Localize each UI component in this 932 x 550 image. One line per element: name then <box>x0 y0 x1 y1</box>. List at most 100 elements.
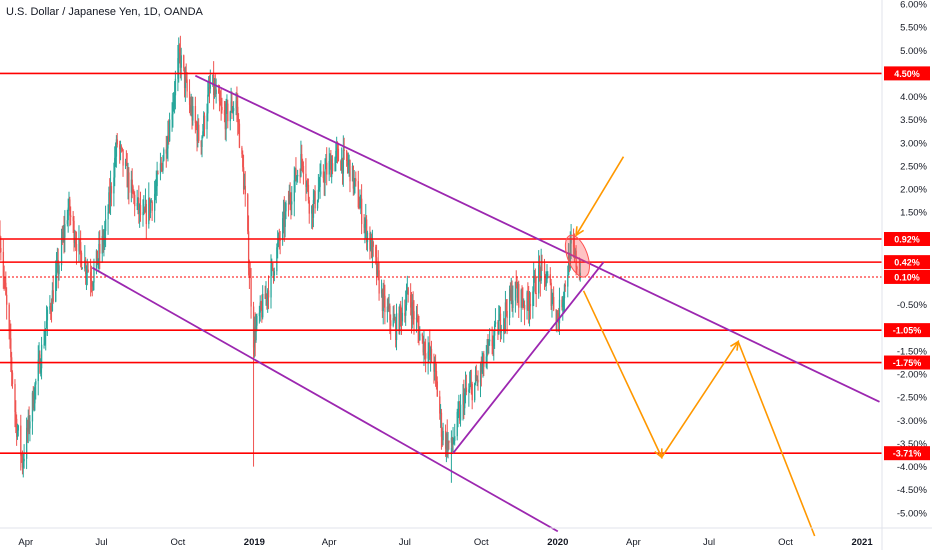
candle <box>424 341 426 360</box>
candle-body <box>387 306 389 309</box>
candle <box>267 288 269 313</box>
candle-body <box>151 201 153 211</box>
candle <box>406 275 409 295</box>
candle-body <box>39 354 41 373</box>
candle-body <box>464 393 466 409</box>
candle <box>16 414 18 446</box>
candle <box>446 419 448 458</box>
candle-body <box>35 380 37 385</box>
candle <box>400 300 402 327</box>
candle <box>262 285 264 320</box>
candle-body <box>470 383 473 385</box>
candle <box>114 142 117 167</box>
candle <box>463 379 465 419</box>
candle <box>312 189 315 228</box>
candle-body <box>371 241 374 258</box>
candle <box>476 375 478 387</box>
candle-body <box>316 200 319 209</box>
candle-body <box>290 201 292 205</box>
candle <box>131 168 133 199</box>
candle <box>348 154 350 177</box>
candle-body <box>353 179 355 189</box>
candle <box>429 329 431 360</box>
candle <box>553 286 555 312</box>
candle <box>45 328 47 351</box>
candle <box>555 309 557 332</box>
candle-body <box>64 224 66 238</box>
candle <box>255 314 257 343</box>
candle <box>276 243 278 276</box>
candle-body <box>261 308 263 318</box>
candle-body <box>450 437 453 443</box>
candle-body <box>474 374 477 383</box>
candle-body <box>183 67 186 89</box>
candle-body <box>526 292 528 310</box>
candle-body <box>21 456 24 468</box>
candle <box>487 334 489 356</box>
candle-body <box>300 153 302 177</box>
candle <box>10 323 12 373</box>
candle <box>561 296 563 311</box>
candle-body <box>386 306 389 313</box>
candle-body <box>247 231 250 269</box>
candle-body <box>282 211 285 219</box>
candle <box>26 417 28 470</box>
candle <box>259 295 261 322</box>
candle-body <box>16 418 18 437</box>
candle <box>33 387 35 412</box>
channel-lines <box>91 74 880 533</box>
candle-body <box>271 263 273 266</box>
level-badge: -1.05% <box>884 323 930 338</box>
candle <box>474 366 477 386</box>
candle-body <box>224 115 226 130</box>
candle <box>67 198 69 233</box>
y-tick-label: 2.00% <box>900 185 927 196</box>
candle-body <box>78 239 80 252</box>
candle-body <box>46 309 49 321</box>
y-tick-label: -4.50% <box>897 485 928 496</box>
candle <box>34 382 36 411</box>
candle <box>413 300 415 335</box>
candle-body <box>241 147 243 155</box>
candle <box>218 85 221 112</box>
candle-body <box>102 235 104 245</box>
candle-body <box>121 147 123 150</box>
candle-body <box>422 336 424 353</box>
candle <box>221 97 223 114</box>
candle-body <box>154 193 156 211</box>
candle-body <box>126 163 128 188</box>
candle-body <box>31 392 34 422</box>
candle <box>302 161 305 185</box>
candle-body <box>45 328 47 336</box>
candle <box>471 381 473 410</box>
candle <box>165 135 167 168</box>
candle <box>166 136 168 159</box>
candle-body <box>569 243 571 269</box>
candle <box>342 135 345 187</box>
candle-body <box>401 312 404 322</box>
candle-body <box>440 412 443 437</box>
candle-body <box>564 284 566 287</box>
candle <box>456 408 458 441</box>
candle-body <box>458 409 460 412</box>
candle <box>375 244 378 286</box>
candle-body <box>297 174 299 177</box>
candle-body <box>347 162 350 166</box>
candle <box>306 180 308 194</box>
candle <box>567 265 569 298</box>
candle <box>203 111 205 137</box>
candle <box>35 378 37 400</box>
candle-body <box>482 354 484 365</box>
candle-body <box>388 305 390 309</box>
candle <box>247 193 249 235</box>
candle-body <box>277 242 279 248</box>
candle <box>343 137 345 160</box>
candle-body <box>20 425 22 456</box>
candle-body <box>11 372 14 384</box>
candle-body <box>378 270 380 294</box>
candle-body <box>85 260 87 274</box>
candle <box>395 303 398 351</box>
candle-body <box>291 201 293 205</box>
candle <box>546 264 548 284</box>
candle-body <box>476 379 478 381</box>
